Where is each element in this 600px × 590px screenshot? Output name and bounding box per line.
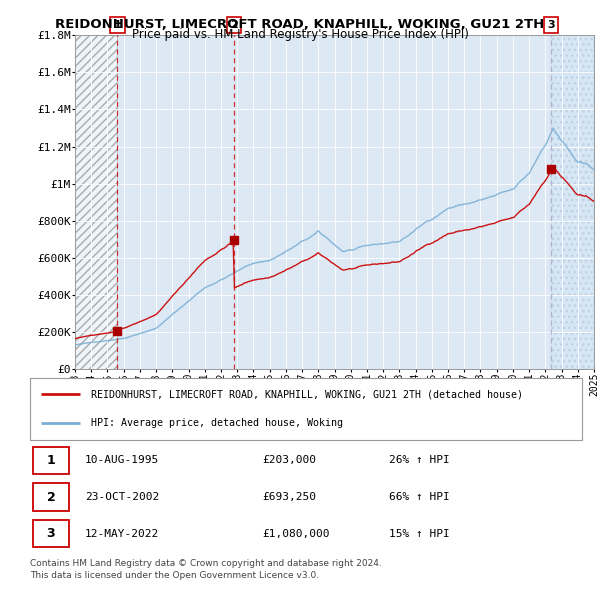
Text: 2: 2 [230, 20, 238, 30]
Text: £203,000: £203,000 [262, 455, 316, 466]
FancyBboxPatch shape [33, 483, 68, 511]
Text: 10-AUG-1995: 10-AUG-1995 [85, 455, 160, 466]
Text: REIDONHURST, LIMECROFT ROAD, KNAPHILL, WOKING, GU21 2TH (detached house): REIDONHURST, LIMECROFT ROAD, KNAPHILL, W… [91, 389, 523, 399]
Text: Price paid vs. HM Land Registry's House Price Index (HPI): Price paid vs. HM Land Registry's House … [131, 28, 469, 41]
Text: 1: 1 [113, 20, 121, 30]
Text: 26% ↑ HPI: 26% ↑ HPI [389, 455, 449, 466]
Text: This data is licensed under the Open Government Licence v3.0.: This data is licensed under the Open Gov… [30, 571, 319, 579]
FancyBboxPatch shape [33, 447, 68, 474]
Text: 66% ↑ HPI: 66% ↑ HPI [389, 492, 449, 502]
Text: 15% ↑ HPI: 15% ↑ HPI [389, 529, 449, 539]
Text: £1,080,000: £1,080,000 [262, 529, 329, 539]
Text: 2: 2 [47, 490, 55, 504]
Text: Contains HM Land Registry data © Crown copyright and database right 2024.: Contains HM Land Registry data © Crown c… [30, 559, 382, 568]
Text: 12-MAY-2022: 12-MAY-2022 [85, 529, 160, 539]
Text: 3: 3 [47, 527, 55, 540]
Text: REIDONHURST, LIMECROFT ROAD, KNAPHILL, WOKING, GU21 2TH: REIDONHURST, LIMECROFT ROAD, KNAPHILL, W… [55, 18, 545, 31]
Text: 1: 1 [47, 454, 55, 467]
Text: 3: 3 [548, 20, 555, 30]
Text: HPI: Average price, detached house, Woking: HPI: Average price, detached house, Woki… [91, 418, 343, 428]
FancyBboxPatch shape [30, 378, 582, 440]
Text: £693,250: £693,250 [262, 492, 316, 502]
Text: 23-OCT-2002: 23-OCT-2002 [85, 492, 160, 502]
FancyBboxPatch shape [33, 520, 68, 548]
